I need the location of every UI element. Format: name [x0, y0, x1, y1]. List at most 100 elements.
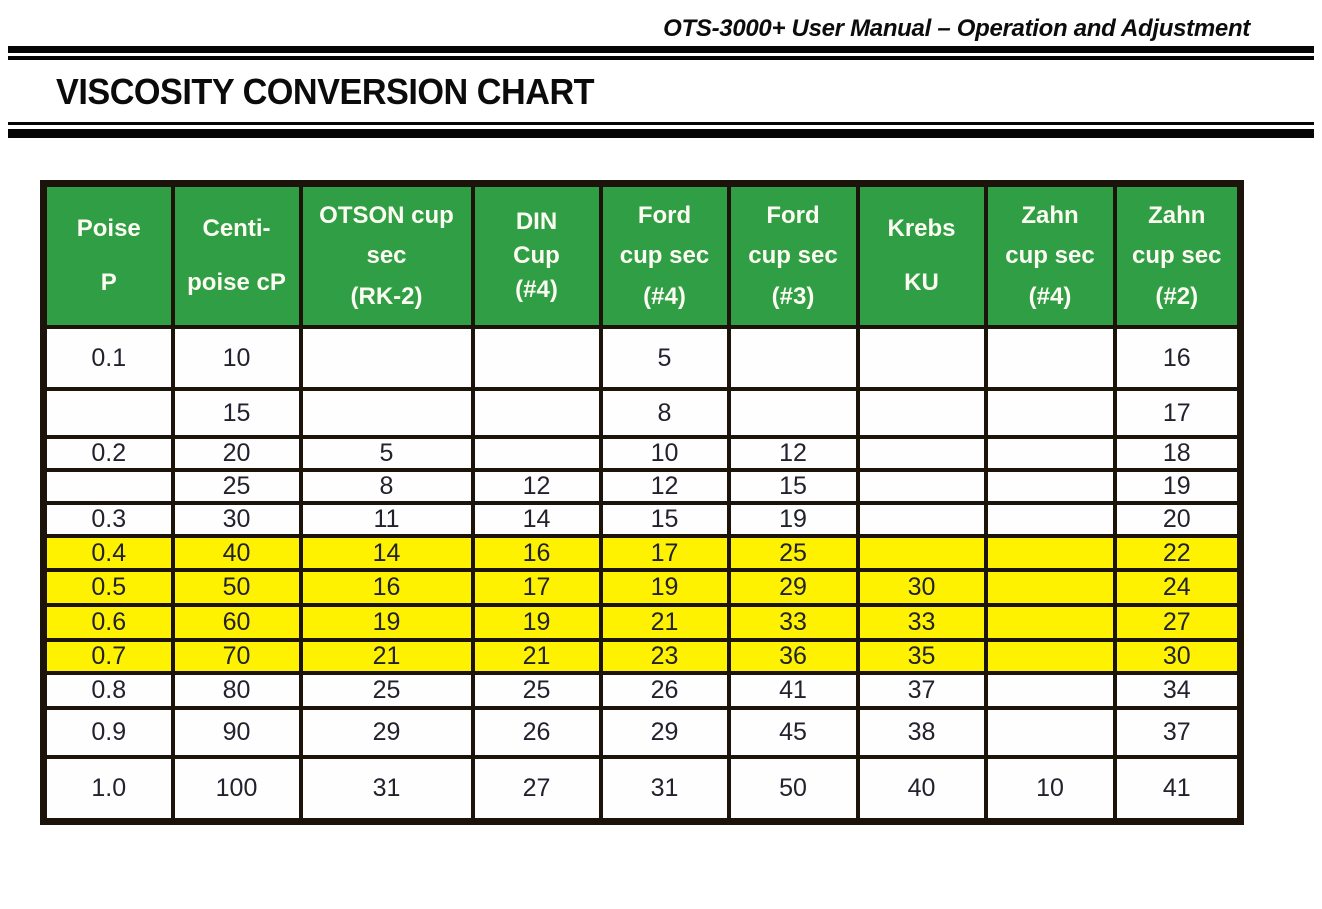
- cell-zahn-cup-2: 18: [1112, 435, 1243, 472]
- cell-zahn-cup-2: 41: [1112, 755, 1243, 823]
- cell-ford-cup-3: 29: [726, 568, 860, 607]
- cell-krebs-ku: 35: [855, 638, 988, 675]
- table-row: 0.9 90 29 26 29 45 38 37: [41, 706, 1243, 759]
- column-header-lines: Ford cup sec (#3): [731, 187, 856, 325]
- table-row: 0.7 70 21 21 23 36 35 30: [41, 638, 1243, 675]
- cell-ford-cup-3: 45: [726, 706, 860, 759]
- table-header: Poise P Centi-poise cP OTSON cup sec (RK-2) DI…: [41, 181, 1243, 329]
- cell-zahn-cup-4: [983, 501, 1117, 538]
- header-line: (#4): [643, 282, 686, 310]
- cell-poise: [41, 387, 175, 439]
- cell-zahn-cup-2: 19: [1112, 468, 1243, 505]
- column-header-din-cup-4: DIN Cup (#4): [470, 181, 603, 329]
- header-line: KU: [904, 269, 939, 296]
- cell-din-cup-4: [470, 435, 603, 472]
- table-body: 0.1 10 5 16 15 8 17 0.2 20 5 10 12 18 25 8 12 12 15 19 0.3 3…: [41, 325, 1243, 823]
- column-header-ford-cup-4: Ford cup sec (#4): [598, 181, 731, 329]
- column-header-zahn-cup-2: Zahn cup sec (#2): [1112, 181, 1243, 329]
- cell-krebs-ku: [855, 534, 988, 572]
- header-line: (#4): [515, 276, 558, 303]
- cell-ford-cup-3: 12: [726, 435, 860, 472]
- header-line: cup sec: [748, 242, 838, 269]
- header-line: cup sec: [1005, 242, 1095, 269]
- cell-zahn-cup-4: [983, 706, 1117, 759]
- table-row: 25 8 12 12 15 19: [41, 468, 1243, 505]
- cell-ford-cup-3: 33: [726, 603, 860, 642]
- cell-din-cup-4: 27: [470, 755, 603, 823]
- cell-zahn-cup-4: [983, 387, 1117, 439]
- cell-ford-cup-3: 50: [726, 755, 860, 823]
- header-line: DIN: [515, 208, 558, 235]
- column-header-lines: DIN Cup (#4): [475, 187, 599, 325]
- header-line: (RK-2): [350, 282, 423, 310]
- cell-zahn-cup-4: [983, 468, 1117, 505]
- cell-ford-cup-4: 8: [598, 387, 731, 439]
- cell-krebs-ku: 30: [855, 568, 988, 607]
- cell-din-cup-4: 19: [470, 603, 603, 642]
- column-header-lines: Zahn cup sec (#2): [1117, 187, 1238, 325]
- cell-poise: 0.7: [41, 638, 175, 675]
- cell-ford-cup-3: [726, 325, 860, 391]
- cell-otson-cup-rk2: 25: [298, 671, 475, 710]
- header-line: OTSON cup: [319, 201, 454, 229]
- table-row: 15 8 17: [41, 387, 1243, 439]
- cell-din-cup-4: 26: [470, 706, 603, 759]
- header-line: (#2): [1155, 282, 1199, 310]
- cell-zahn-cup-4: [983, 568, 1117, 607]
- column-header-lines: Ford cup sec (#4): [603, 187, 727, 325]
- column-header-poise: Poise P: [41, 181, 175, 329]
- column-header-zahn-cup-4: Zahn cup sec (#4): [983, 181, 1117, 329]
- cell-din-cup-4: [470, 325, 603, 391]
- table-row: 1.0 100 31 27 31 50 40 10 41: [41, 755, 1243, 823]
- header-line: Krebs: [887, 215, 956, 242]
- cell-poise: 0.6: [41, 603, 175, 642]
- cell-poise: 1.0: [41, 755, 175, 823]
- cell-krebs-ku: [855, 501, 988, 538]
- header-line: poise cP: [187, 269, 286, 296]
- page-title: VISCOSITY CONVERSION CHART: [56, 71, 595, 112]
- cell-krebs-ku: [855, 468, 988, 505]
- cell-centipoise: 25: [170, 468, 303, 505]
- cell-ford-cup-4: 23: [598, 638, 731, 675]
- cell-otson-cup-rk2: 19: [298, 603, 475, 642]
- header-line: Ford: [637, 201, 692, 229]
- cell-din-cup-4: 12: [470, 468, 603, 505]
- cell-zahn-cup-2: 16: [1112, 325, 1243, 391]
- cell-krebs-ku: [855, 387, 988, 439]
- cell-din-cup-4: 25: [470, 671, 603, 710]
- column-header-otson-cup-rk2: OTSON cup sec (RK-2): [298, 181, 475, 329]
- cell-ford-cup-3: [726, 387, 860, 439]
- cell-ford-cup-4: 31: [598, 755, 731, 823]
- cell-ford-cup-4: 21: [598, 603, 731, 642]
- viscosity-conversion-table: Poise P Centi-poise cP OTSON cup sec (RK-2) DI…: [40, 180, 1244, 825]
- cell-krebs-ku: [855, 325, 988, 391]
- cell-ford-cup-4: 10: [598, 435, 731, 472]
- header-line: cup sec: [619, 242, 710, 269]
- header-line: sec: [366, 242, 407, 269]
- cell-din-cup-4: [470, 387, 603, 439]
- cell-poise: 0.2: [41, 435, 175, 472]
- cell-otson-cup-rk2: 11: [298, 501, 475, 538]
- cell-centipoise: 10: [170, 325, 303, 391]
- table-row: 0.6 60 19 19 21 33 33 27: [41, 603, 1243, 642]
- cell-krebs-ku: 40: [855, 755, 988, 823]
- header-line: Cup: [513, 242, 560, 269]
- cell-krebs-ku: 33: [855, 603, 988, 642]
- divider-rule-thick-bottom: [8, 129, 1314, 138]
- cell-centipoise: 100: [170, 755, 303, 823]
- cell-zahn-cup-2: 17: [1112, 387, 1243, 439]
- column-header-ford-cup-3: Ford cup sec (#3): [726, 181, 860, 329]
- cell-poise: 0.9: [41, 706, 175, 759]
- cell-din-cup-4: 21: [470, 638, 603, 675]
- cell-centipoise: 80: [170, 671, 303, 710]
- cell-otson-cup-rk2: 5: [298, 435, 475, 472]
- cell-centipoise: 15: [170, 387, 303, 439]
- cell-krebs-ku: [855, 435, 988, 472]
- column-header-lines: Centi-poise cP: [175, 187, 299, 325]
- cell-centipoise: 70: [170, 638, 303, 675]
- cell-ford-cup-4: 26: [598, 671, 731, 710]
- table-row: 0.5 50 16 17 19 29 30 24: [41, 568, 1243, 607]
- divider-rule-thick-top: [8, 46, 1314, 53]
- header-line: Zahn: [1021, 201, 1079, 229]
- cell-otson-cup-rk2: 14: [298, 534, 475, 572]
